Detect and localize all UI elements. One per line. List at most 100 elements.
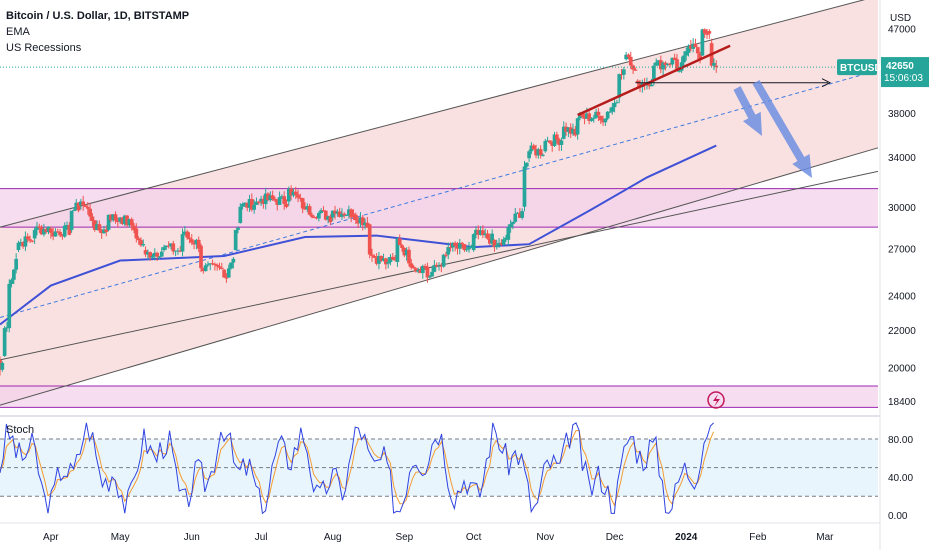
- candle[interactable]: [194, 239, 199, 245]
- candle[interactable]: [638, 82, 642, 88]
- candle[interactable]: [0, 362, 5, 370]
- candle[interactable]: [665, 63, 670, 66]
- candle[interactable]: [150, 256, 155, 258]
- candle[interactable]: [157, 256, 162, 258]
- candle[interactable]: [92, 220, 97, 230]
- candle[interactable]: [358, 217, 363, 224]
- candle[interactable]: [236, 227, 240, 230]
- candle[interactable]: [277, 197, 282, 205]
- candle[interactable]: [483, 233, 488, 236]
- candle[interactable]: [296, 194, 300, 198]
- candle[interactable]: [407, 249, 411, 264]
- candle[interactable]: [351, 213, 356, 215]
- candle[interactable]: [132, 225, 136, 231]
- candle[interactable]: [270, 195, 275, 199]
- candle[interactable]: [460, 242, 464, 245]
- candle[interactable]: [224, 277, 229, 279]
- candle[interactable]: [691, 43, 696, 49]
- candle[interactable]: [99, 230, 104, 234]
- candle[interactable]: [44, 229, 49, 233]
- candle[interactable]: [215, 264, 220, 267]
- candle[interactable]: [25, 236, 30, 240]
- candle[interactable]: [591, 117, 596, 119]
- candle[interactable]: [615, 102, 619, 104]
- candle[interactable]: [280, 196, 284, 198]
- candle[interactable]: [557, 139, 561, 145]
- candle[interactable]: [499, 242, 504, 245]
- candle[interactable]: [688, 45, 693, 49]
- candle[interactable]: [649, 84, 654, 87]
- candle[interactable]: [601, 120, 605, 123]
- candle[interactable]: [571, 128, 575, 134]
- candle[interactable]: [453, 242, 458, 246]
- candle[interactable]: [252, 204, 257, 210]
- candle[interactable]: [626, 54, 631, 57]
- candle[interactable]: [83, 205, 88, 208]
- candle[interactable]: [335, 211, 340, 214]
- candle[interactable]: [400, 245, 404, 248]
- candle[interactable]: [328, 216, 333, 223]
- candle[interactable]: [370, 254, 374, 256]
- candle[interactable]: [402, 247, 407, 256]
- candle[interactable]: [67, 224, 72, 235]
- candle[interactable]: [35, 226, 39, 230]
- candle[interactable]: [152, 252, 157, 257]
- candle[interactable]: [347, 209, 351, 215]
- red-trendline[interactable]: [577, 44, 731, 117]
- candle[interactable]: [122, 215, 127, 225]
- candle[interactable]: [580, 113, 585, 117]
- candle[interactable]: [321, 210, 326, 212]
- candle[interactable]: [356, 220, 360, 224]
- candle[interactable]: [72, 210, 76, 212]
- candle[interactable]: [219, 267, 224, 269]
- candle[interactable]: [176, 250, 180, 252]
- candle[interactable]: [28, 239, 32, 241]
- candle[interactable]: [51, 232, 55, 237]
- candle[interactable]: [675, 59, 679, 72]
- candle[interactable]: [374, 257, 379, 264]
- candle[interactable]: [476, 229, 481, 235]
- candle[interactable]: [474, 229, 478, 235]
- candle[interactable]: [365, 222, 370, 228]
- candle[interactable]: [497, 242, 501, 246]
- candle[interactable]: [587, 113, 592, 121]
- candle[interactable]: [663, 62, 668, 66]
- candle[interactable]: [159, 251, 164, 257]
- candle[interactable]: [621, 69, 626, 75]
- candle[interactable]: [425, 266, 430, 278]
- candle[interactable]: [79, 201, 83, 206]
- candle[interactable]: [291, 191, 296, 196]
- candle[interactable]: [310, 214, 314, 217]
- candle[interactable]: [529, 145, 534, 152]
- candle[interactable]: [81, 201, 86, 206]
- candle[interactable]: [381, 258, 386, 261]
- candle[interactable]: [619, 74, 624, 76]
- candle[interactable]: [243, 202, 247, 204]
- candle[interactable]: [608, 111, 612, 113]
- candle[interactable]: [416, 270, 421, 272]
- candle[interactable]: [23, 236, 28, 247]
- candle[interactable]: [524, 162, 529, 167]
- candle[interactable]: [652, 65, 656, 80]
- candle[interactable]: [284, 203, 289, 207]
- candle[interactable]: [300, 198, 305, 209]
- candle[interactable]: [18, 242, 23, 244]
- candle[interactable]: [192, 242, 196, 245]
- lightning-icon[interactable]: [707, 391, 725, 409]
- candle[interactable]: [104, 229, 109, 232]
- candle[interactable]: [598, 116, 603, 121]
- candle[interactable]: [585, 113, 589, 119]
- candle[interactable]: [245, 202, 250, 208]
- candle[interactable]: [568, 127, 573, 134]
- candle[interactable]: [286, 188, 291, 202]
- candle[interactable]: [481, 230, 485, 236]
- candle[interactable]: [162, 247, 166, 251]
- candle[interactable]: [656, 60, 661, 63]
- candle[interactable]: [536, 149, 541, 156]
- candle[interactable]: [206, 264, 210, 266]
- candle[interactable]: [485, 233, 490, 239]
- candle[interactable]: [213, 263, 217, 265]
- candle[interactable]: [672, 57, 677, 60]
- candle[interactable]: [469, 246, 474, 248]
- candle[interactable]: [62, 225, 67, 237]
